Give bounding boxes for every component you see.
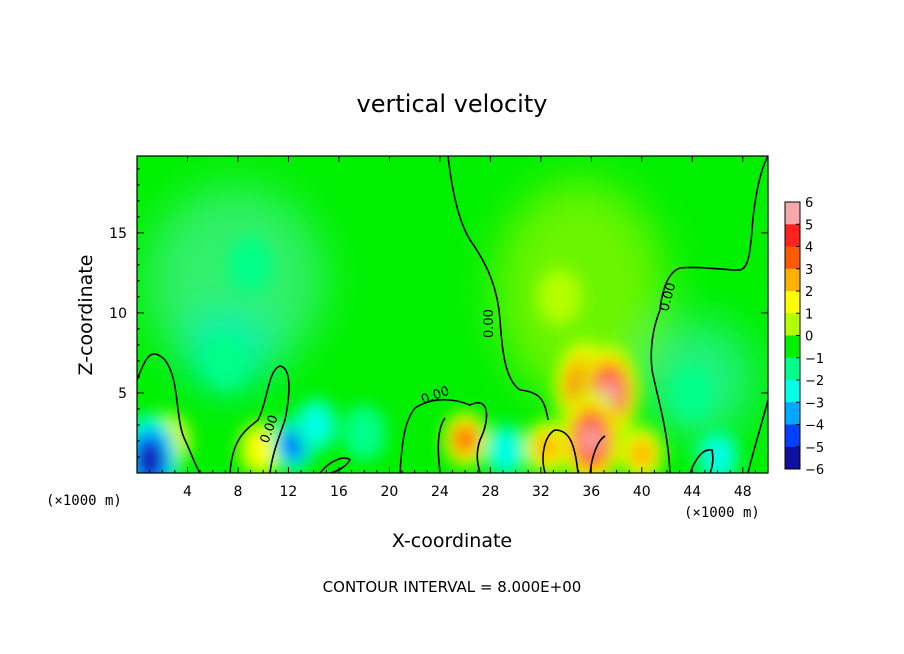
velocity-feature — [695, 428, 740, 473]
velocity-feature — [525, 419, 570, 473]
colorbar-segment — [785, 202, 800, 225]
chart-title: vertical velocity — [357, 90, 548, 118]
colorbar-tick-label: 0 — [805, 330, 813, 345]
y-tick-label: 5 — [118, 386, 127, 402]
velocity-feature — [537, 268, 582, 325]
x-tick-label: 4 — [183, 484, 192, 500]
y-tick-label: 15 — [109, 226, 127, 242]
colorbar-segment — [785, 335, 800, 359]
velocity-feature — [561, 391, 622, 473]
velocity-level — [629, 439, 654, 469]
velocity-level — [301, 406, 332, 444]
velocity-level — [702, 438, 733, 473]
contour-label-4: 0.00 — [657, 281, 679, 313]
velocity-level — [245, 430, 276, 468]
velocity-level — [203, 332, 248, 389]
x-tick-label: 28 — [481, 484, 499, 500]
y-axis-title: Z-coordinate — [75, 255, 97, 376]
y-tick-label: 10 — [109, 306, 127, 322]
y-axis: 5 10 15 — [109, 168, 768, 458]
colorbar-tick-label: −2 — [805, 374, 824, 389]
colorbar-tick-label: 1 — [805, 307, 813, 322]
colorbar-tick-label: 5 — [805, 218, 813, 233]
colorbar-tick-label: 4 — [805, 241, 813, 256]
colorbar-segment — [785, 402, 800, 425]
x-unit-left: (×1000 m) — [46, 493, 122, 509]
x-axis: 4 8 12 16 20 24 28 32 36 40 44 48 — [149, 156, 756, 500]
velocity-level — [535, 432, 560, 463]
velocity-feature — [670, 364, 715, 421]
colorbar-segment — [785, 291, 800, 314]
colorbar-tick-label: −6 — [805, 463, 824, 478]
colorbar-segment — [785, 224, 800, 247]
colorbar-segment — [785, 313, 800, 336]
colorbar-segment — [785, 357, 800, 381]
colorbar-tick-label: 2 — [805, 285, 813, 300]
x-tick-label: 44 — [683, 484, 701, 500]
velocity-level — [342, 404, 387, 461]
colorbar-tick-label: −5 — [805, 441, 824, 456]
colorbar-segment — [785, 424, 800, 448]
colorbar-segment — [785, 268, 800, 292]
colorbar-tick-label: −3 — [805, 396, 824, 411]
colorbar-tick-label: 3 — [805, 263, 813, 278]
colorbar-segment — [785, 246, 800, 270]
colorbar-segment — [785, 446, 800, 470]
x-tick-label: 16 — [330, 484, 348, 500]
velocity-level — [490, 431, 521, 470]
x-tick-label: 20 — [380, 484, 398, 500]
colorbar-tick-label: 6 — [805, 196, 813, 211]
zero-contour — [137, 156, 768, 473]
velocity-feature — [294, 396, 339, 453]
x-tick-label: 48 — [734, 484, 752, 500]
velocity-feature — [483, 422, 528, 473]
velocity-feature — [443, 411, 488, 468]
velocity-level — [228, 236, 273, 293]
velocity-level — [670, 364, 715, 421]
velocity-feature — [203, 332, 248, 389]
colorbar-segment — [785, 380, 800, 403]
x-axis-title: X-coordinate — [392, 530, 512, 552]
velocity-feature — [228, 236, 273, 293]
velocity-feature — [342, 404, 387, 461]
velocity-level — [138, 443, 162, 473]
velocity-level — [537, 268, 582, 325]
velocity-feature — [619, 425, 664, 473]
x-tick-label: 24 — [431, 484, 449, 500]
velocity-feature — [137, 412, 180, 473]
x-unit-right: (×1000 m) — [684, 505, 760, 521]
x-tick-label: 12 — [280, 484, 298, 500]
plot-area: 0.00 0.00 0.00 0.00 — [137, 156, 768, 473]
velocity-level — [581, 424, 602, 455]
contour-label-3: 0.00 — [482, 309, 497, 338]
velocity-level — [454, 427, 476, 452]
colorbar: 6 5 4 3 2 1 0 −1 −2 −3 −4 −5 −6 — [784, 196, 824, 478]
contour-interval-note: CONTOUR INTERVAL = 8.000E+00 — [323, 578, 582, 596]
x-tick-label: 8 — [233, 484, 242, 500]
x-tick-label: 40 — [633, 484, 651, 500]
colorbar-tick-label: −1 — [805, 352, 824, 367]
x-tick-label: 32 — [532, 484, 550, 500]
colorbar-tick-label: −4 — [805, 419, 824, 434]
x-tick-label: 36 — [582, 484, 600, 500]
